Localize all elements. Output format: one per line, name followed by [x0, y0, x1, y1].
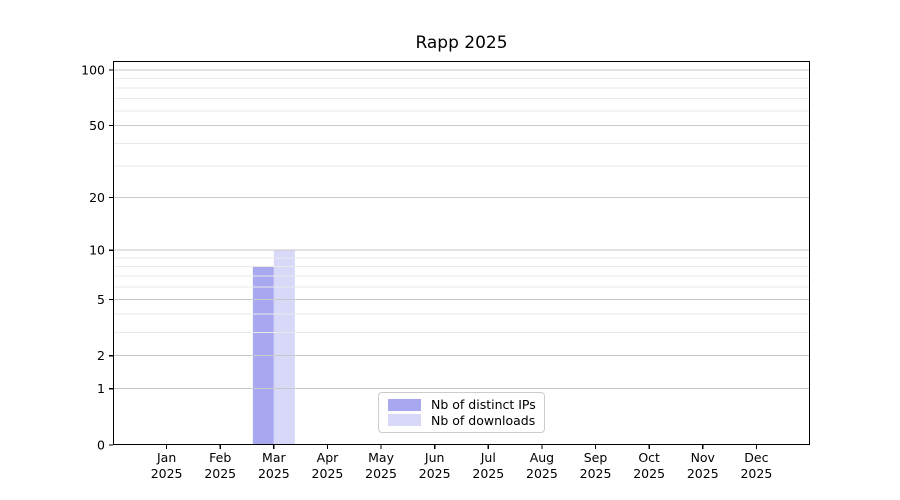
x-tick-label-month: Jul — [480, 450, 496, 465]
x-tick-label-year: 2025 — [419, 466, 451, 481]
x-tick-label-month: May — [368, 450, 394, 465]
x-tick-label-year: 2025 — [740, 466, 772, 481]
x-tick-label-month: Apr — [317, 450, 339, 465]
y-tick-label: 2 — [97, 348, 105, 363]
x-tick-label-year: 2025 — [312, 466, 344, 481]
legend-label-downloads: Nb of downloads — [431, 412, 536, 428]
x-tick-label-month: Feb — [209, 450, 231, 465]
legend-label-distinct-ips: Nb of distinct IPs — [431, 397, 536, 413]
legend-item-downloads: Nb of downloads — [388, 413, 535, 428]
legend-item-distinct-ips: Nb of distinct IPs — [388, 397, 536, 413]
x-tick-label-month: Nov — [691, 450, 716, 465]
x-tick-label-year: 2025 — [365, 466, 397, 481]
y-tick-label: 0 — [97, 438, 105, 453]
x-tick-label-year: 2025 — [687, 466, 719, 481]
x-tick-label-month: Dec — [744, 450, 768, 465]
y-tick-label: 1 — [97, 381, 105, 396]
y-tick-label: 20 — [89, 190, 105, 205]
x-tick-label-year: 2025 — [472, 466, 504, 481]
x-tick-label-month: Mar — [262, 450, 286, 465]
y-tick-label: 100 — [81, 63, 105, 78]
x-tick-label-year: 2025 — [258, 466, 290, 481]
x-tick-label-year: 2025 — [151, 466, 183, 481]
x-tick-label-month: Jan — [156, 450, 176, 465]
legend-swatch-distinct-ips — [388, 398, 421, 411]
legend-swatch-downloads — [388, 414, 421, 427]
legend: Nb of distinct IPs Nb of downloads — [378, 392, 545, 433]
bar-mar-s1 — [273, 250, 295, 445]
x-tick-label-year: 2025 — [526, 466, 558, 481]
axes-frame — [112, 60, 811, 446]
x-tick-label-month: Oct — [638, 450, 660, 465]
chart-title: Rapp 2025 — [415, 33, 508, 53]
x-tick-label-month: Aug — [530, 450, 554, 465]
x-tick-label-year: 2025 — [580, 466, 612, 481]
y-tick-label: 5 — [97, 292, 105, 307]
x-tick-label-year: 2025 — [633, 466, 665, 481]
x-tick-label-year: 2025 — [204, 466, 236, 481]
y-tick-label: 10 — [89, 243, 105, 258]
x-tick-label-month: Jun — [424, 450, 445, 465]
y-tick-label: 50 — [89, 118, 105, 133]
x-tick-label-month: Sep — [584, 450, 608, 465]
